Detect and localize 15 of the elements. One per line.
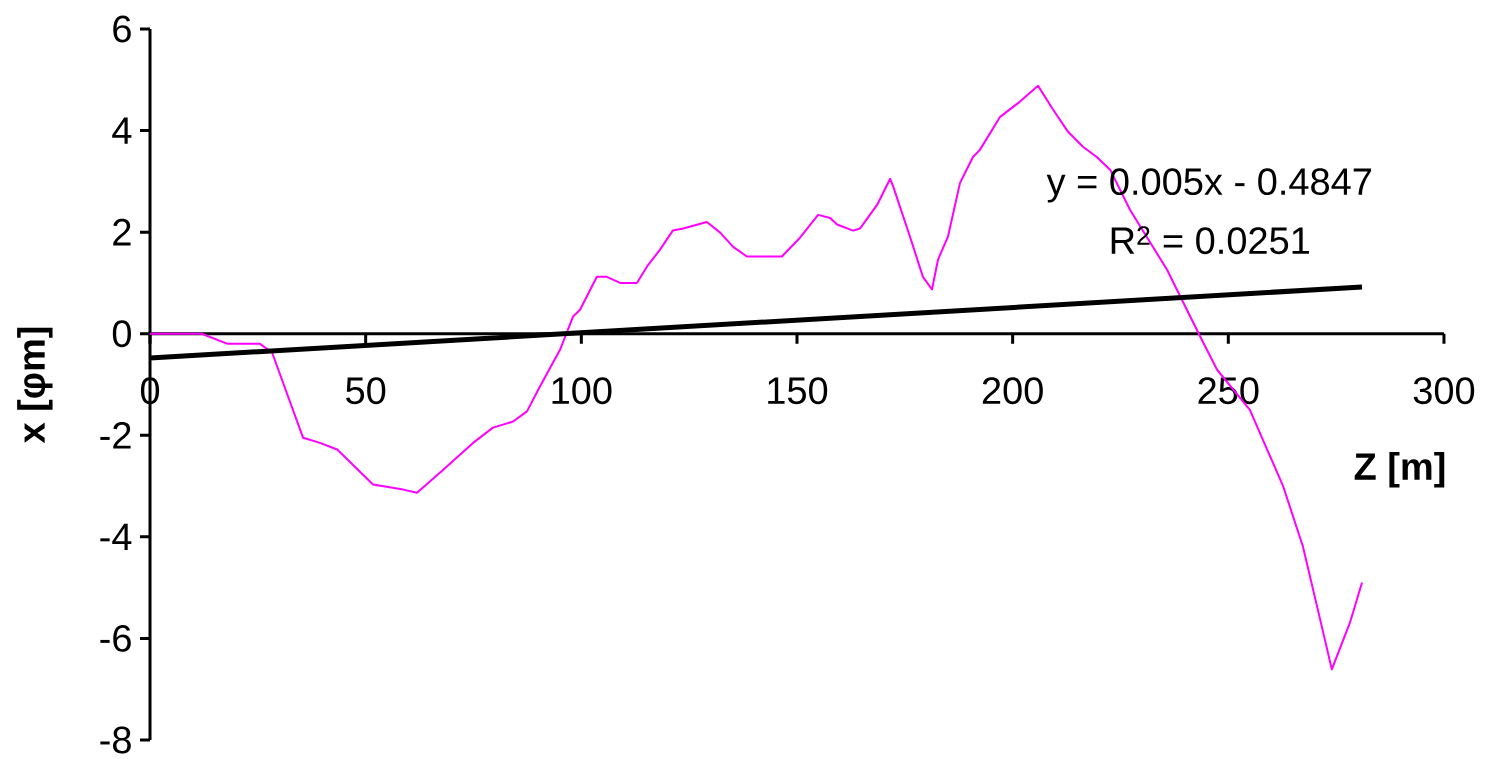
y-tick-label: 0 (112, 320, 131, 348)
x-tick-label: 300 (1413, 377, 1475, 405)
y-tick-label: 4 (112, 117, 132, 144)
y-tick-label: -4 (100, 523, 132, 550)
x-axis-title: Z [m] (1354, 452, 1445, 488)
x-tick-label: 100 (552, 377, 612, 405)
y-axis-title: x [φm] (17, 327, 53, 444)
x-tick-label: 50 (346, 377, 386, 405)
x-tick-label: 150 (768, 377, 828, 405)
x-tick-label: 200 (982, 377, 1043, 405)
y-tick-label: -2 (100, 422, 131, 449)
y-tick-label: -8 (100, 726, 131, 754)
y-tick-label: 6 (113, 15, 131, 43)
y-tick-label: 2 (113, 218, 131, 246)
y-tick-label: -6 (100, 624, 131, 652)
